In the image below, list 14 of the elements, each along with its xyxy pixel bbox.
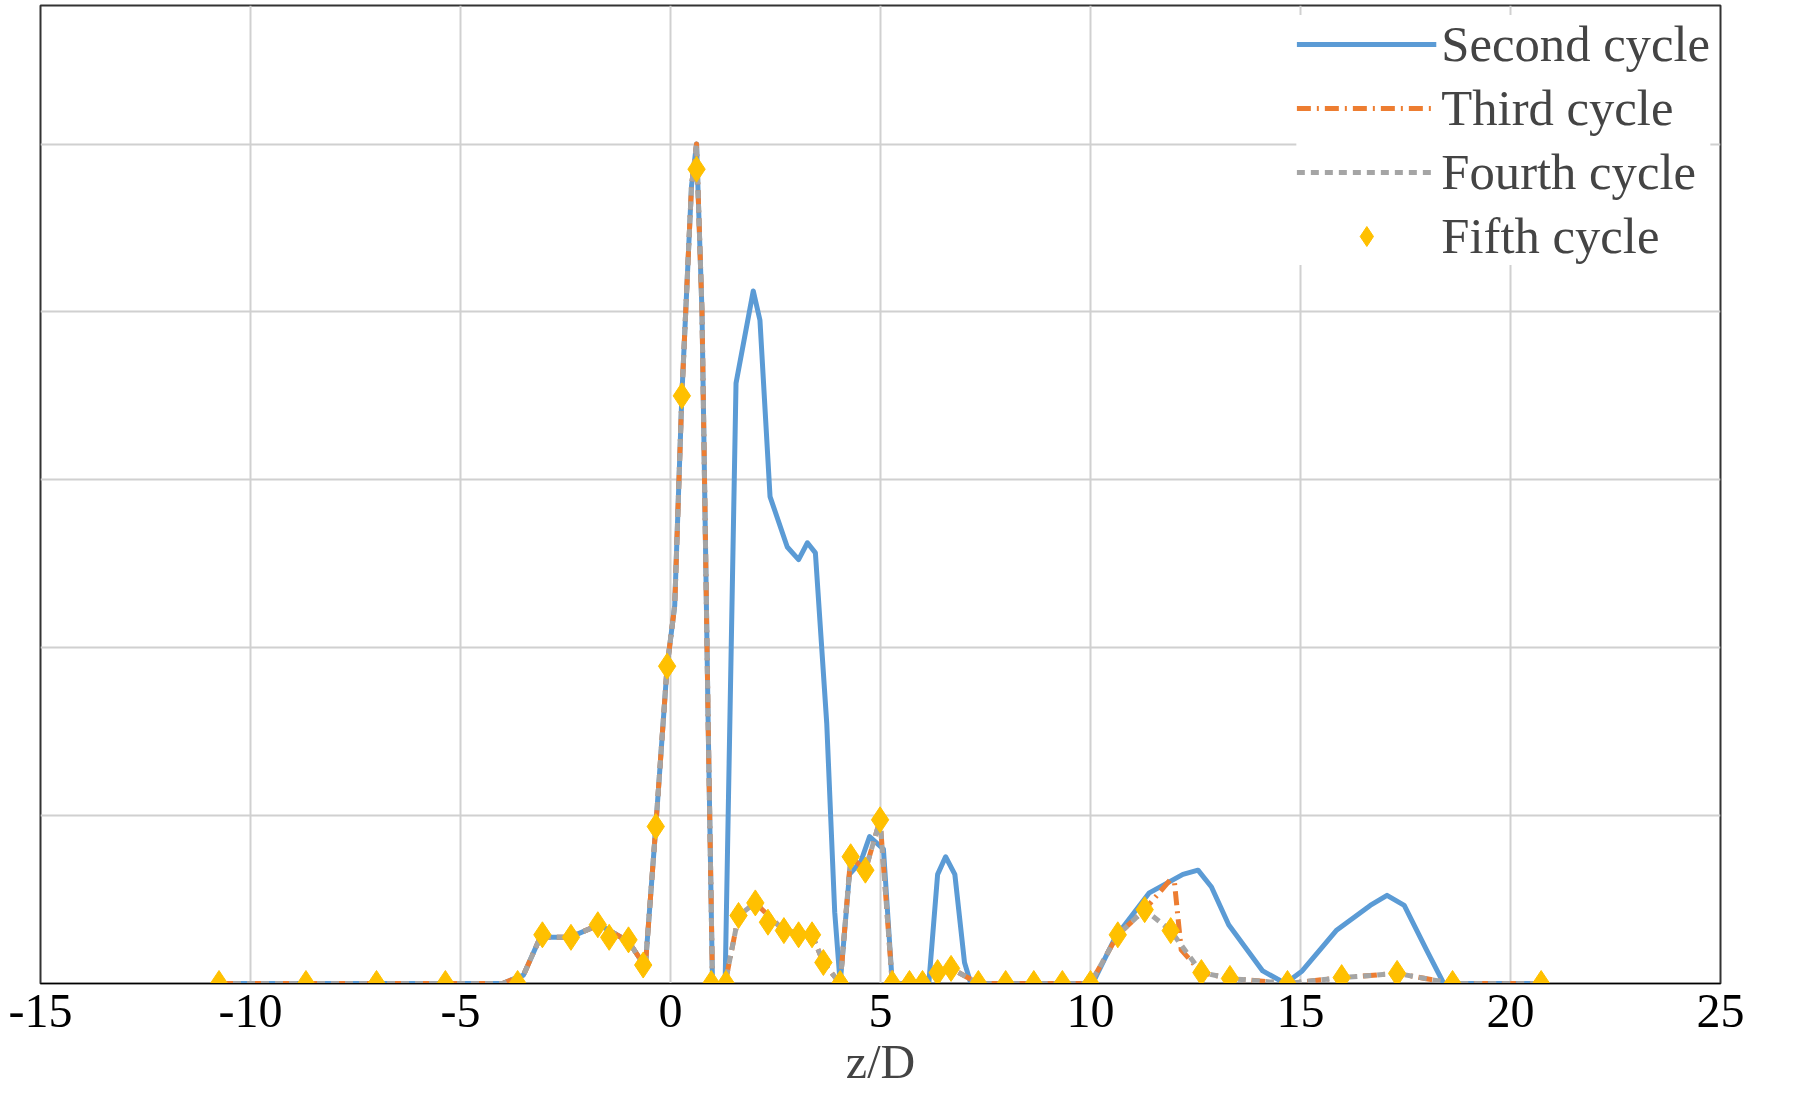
legend-label: Third cycle [1441,79,1674,137]
x-tick-label: -15 [8,983,73,1037]
legend-label: Second cycle [1441,15,1710,73]
legend-label: Fourth cycle [1441,143,1696,201]
x-tick-label: 10 [1066,983,1115,1037]
x-tick-label: 15 [1276,983,1325,1037]
x-axis-title: z/D [845,1034,916,1088]
x-tick-label: -10 [218,983,283,1037]
legend-label: Fifth cycle [1441,207,1660,265]
x-tick-label: 5 [868,983,893,1037]
x-tick-label: 25 [1696,983,1745,1037]
x-tick-label: -5 [440,983,481,1037]
x-tick-label: 20 [1486,983,1535,1037]
x-tick-label: 0 [658,983,683,1037]
